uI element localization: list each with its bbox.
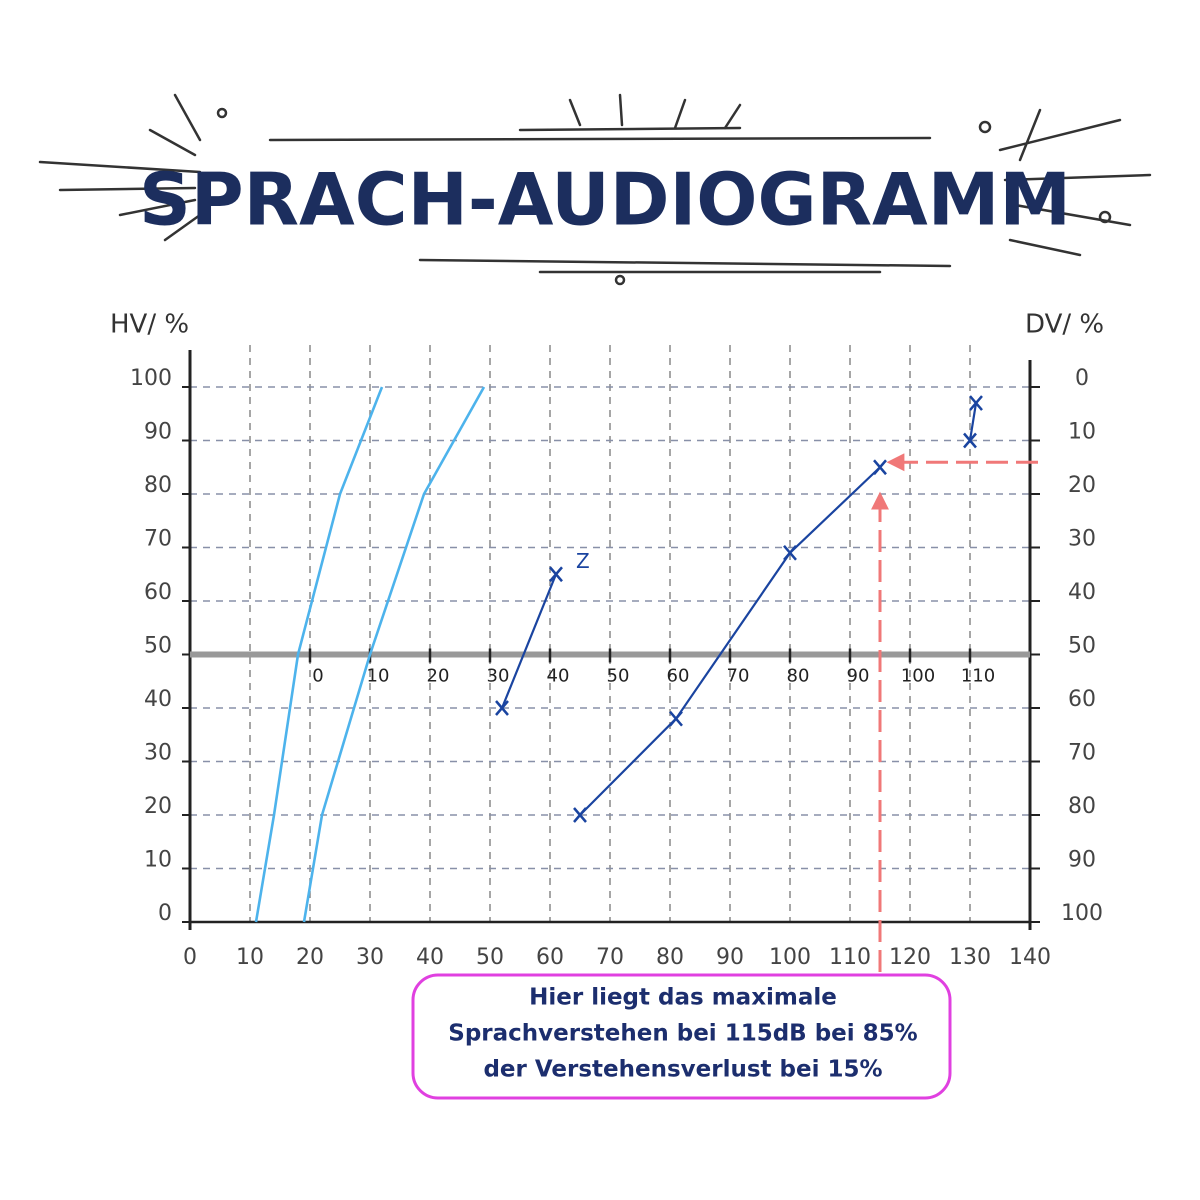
mid-tick-label: 90 — [847, 666, 870, 687]
y2-axis-label: DV/ % — [1025, 310, 1104, 340]
x-tick-label: 70 — [596, 945, 624, 970]
y-tick-label: 90 — [144, 420, 172, 445]
y2-tick-label: 80 — [1068, 794, 1096, 819]
y2-tick-label: 10 — [1068, 420, 1096, 445]
y-tick-label: 80 — [144, 473, 172, 498]
title-decoration — [38, 93, 1152, 286]
series-line — [579, 466, 881, 816]
y2-tick-label: 30 — [1068, 527, 1096, 552]
y-tick-label: 40 — [144, 687, 172, 712]
x-tick-label: 20 — [296, 945, 324, 970]
chart-title: SPRACH-AUDIOGRAMM — [139, 158, 1071, 242]
x-tick-label: 90 — [716, 945, 744, 970]
annotation-line: Sprachverstehen bei 115dB bei 85% — [448, 1021, 917, 1047]
annotation-line: Hier liegt das maximale — [529, 985, 837, 1011]
y-tick-label: 100 — [130, 366, 172, 391]
annotation-line: der Verstehensverlust bei 15% — [483, 1057, 882, 1083]
y-tick-label: 70 — [144, 527, 172, 552]
y-tick-label: 20 — [144, 794, 172, 819]
x-tick-label: 140 — [1009, 945, 1051, 970]
y2-tick-label: 0 — [1075, 366, 1089, 391]
mid-tick-label: 70 — [727, 666, 750, 687]
mid-tick-label: 0 — [312, 666, 323, 687]
y-tick-label: 10 — [144, 848, 172, 873]
x-tick-label: 50 — [476, 945, 504, 970]
x-tick-label: 120 — [889, 945, 931, 970]
x-tick-label: 40 — [416, 945, 444, 970]
point-marker — [495, 700, 509, 716]
plot-area: 0 10 20 30 40 50 60 70 80 90 100 110 120 130 140010203… — [130, 345, 1103, 972]
y-tick-label: 30 — [144, 741, 172, 766]
mid-tick-label: 80 — [787, 666, 810, 687]
mid-tick-label: 40 — [547, 666, 570, 687]
mid-tick-label: 50 — [607, 666, 630, 687]
x-tick-label: 130 — [949, 945, 991, 970]
mid-tick-label: 110 — [961, 666, 995, 687]
mid-tick-label: 100 — [901, 666, 935, 687]
x-tick-label: 10 — [236, 945, 264, 970]
mid-tick-label: 10 — [367, 666, 390, 687]
annotation: Hier liegt das maximale Sprachverstehen b… — [448, 985, 917, 1083]
point-marker — [969, 395, 983, 411]
y2-tick-label: 60 — [1068, 687, 1096, 712]
series-line — [968, 402, 978, 441]
x-tick-label: 100 — [769, 945, 811, 970]
point-marker — [963, 432, 977, 449]
mid-tick-label: 60 — [667, 666, 690, 687]
point-marker — [669, 710, 683, 727]
series-line — [500, 573, 558, 709]
x-tick-label: 0 — [183, 945, 197, 970]
mid-tick-label: 20 — [427, 666, 450, 687]
series-line — [302, 386, 486, 923]
y-tick-label: 60 — [144, 580, 172, 605]
y-tick-label: 50 — [144, 634, 172, 659]
y2-tick-label: 70 — [1068, 741, 1096, 766]
series-line — [254, 386, 384, 923]
point-marker — [783, 545, 797, 561]
x-tick-label: 60 — [536, 945, 564, 970]
y-axis-label: HV/ % — [110, 310, 189, 340]
point-marker — [573, 807, 587, 823]
y-tick-label: 0 — [158, 901, 172, 926]
y2-tick-label: 40 — [1068, 580, 1096, 605]
point-marker — [873, 459, 887, 476]
x-tick-label: 110 — [829, 945, 871, 970]
x-tick-label: 30 — [356, 945, 384, 970]
series-label: Z — [576, 549, 590, 573]
y2-tick-label: 90 — [1068, 848, 1096, 873]
y2-tick-label: 20 — [1068, 473, 1096, 498]
mid-tick-label: 30 — [487, 666, 510, 687]
point-marker — [549, 566, 563, 583]
y2-tick-label: 50 — [1068, 634, 1096, 659]
annotation-box — [411, 973, 952, 1100]
x-tick-label: 80 — [656, 945, 684, 970]
y2-tick-label: 100 — [1061, 901, 1103, 926]
